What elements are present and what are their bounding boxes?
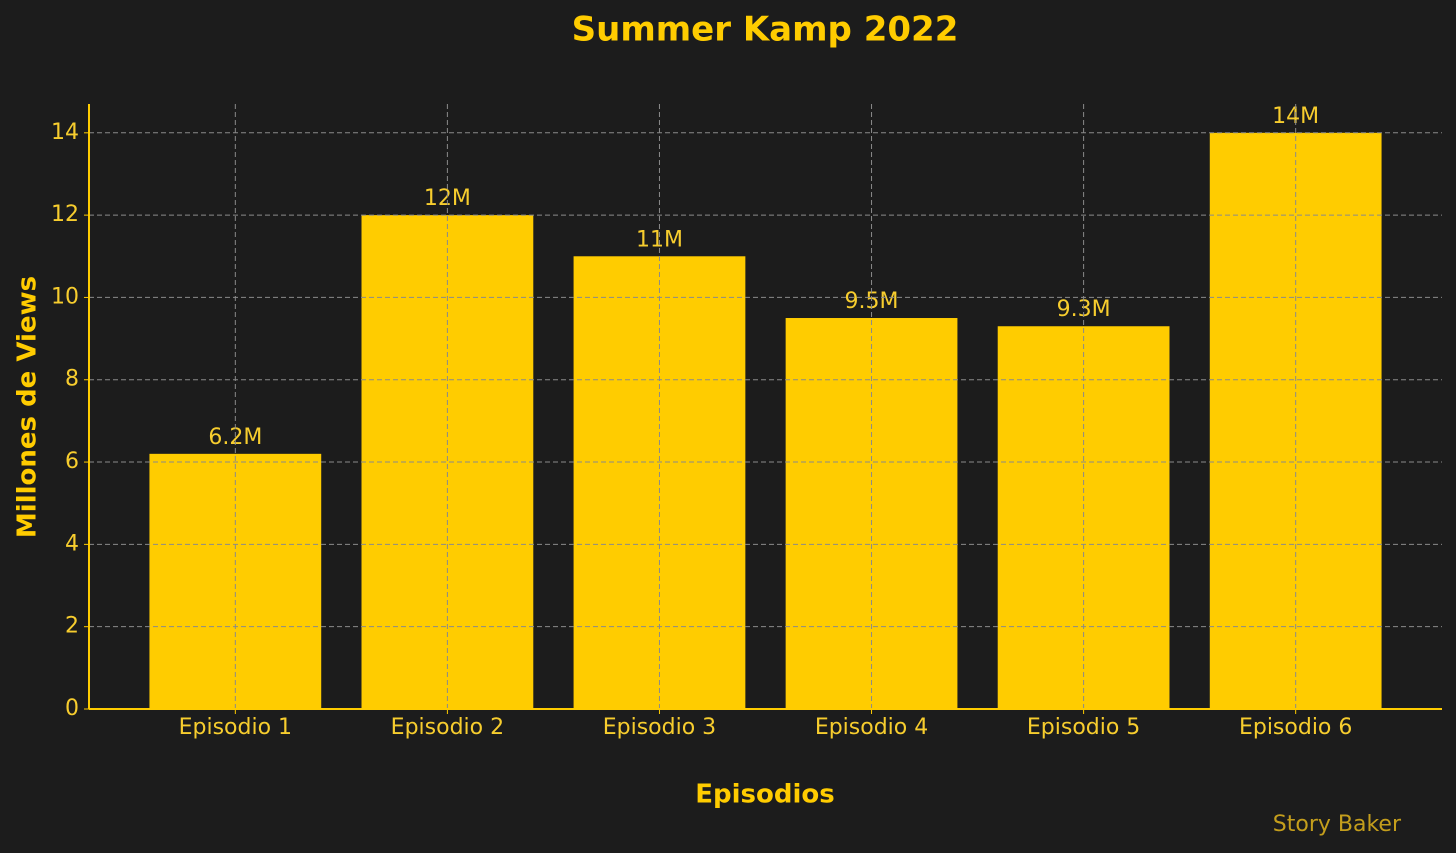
y-tick-label: 10: [51, 284, 79, 309]
chart-title: Summer Kamp 2022: [572, 10, 959, 50]
bar: [997, 326, 1170, 709]
y-tick-label: 6: [65, 449, 79, 474]
x-tick-label: Episodio 5: [1027, 715, 1140, 740]
y-tick-label: 8: [65, 367, 79, 392]
x-tick-label: Episodio 6: [1239, 715, 1352, 740]
x-axis-label: Episodios: [695, 780, 834, 810]
x-tick-label: Episodio 1: [179, 715, 292, 740]
watermark: Story Baker: [1273, 812, 1402, 837]
y-tick-label: 2: [65, 614, 79, 639]
x-tick-label: Episodio 4: [815, 715, 928, 740]
value-label: 9.3M: [1057, 297, 1111, 322]
y-tick-label: 14: [51, 120, 79, 145]
value-label: 12M: [424, 186, 471, 211]
value-label: 9.5M: [845, 289, 899, 314]
x-tick-label: Episodio 3: [603, 715, 716, 740]
y-tick-label: 4: [65, 531, 79, 556]
y-tick-label: 12: [51, 202, 79, 227]
x-tick-label: Episodio 2: [391, 715, 504, 740]
y-tick-label: 0: [65, 696, 79, 721]
y-axis-label: Millones de Views: [13, 276, 43, 538]
